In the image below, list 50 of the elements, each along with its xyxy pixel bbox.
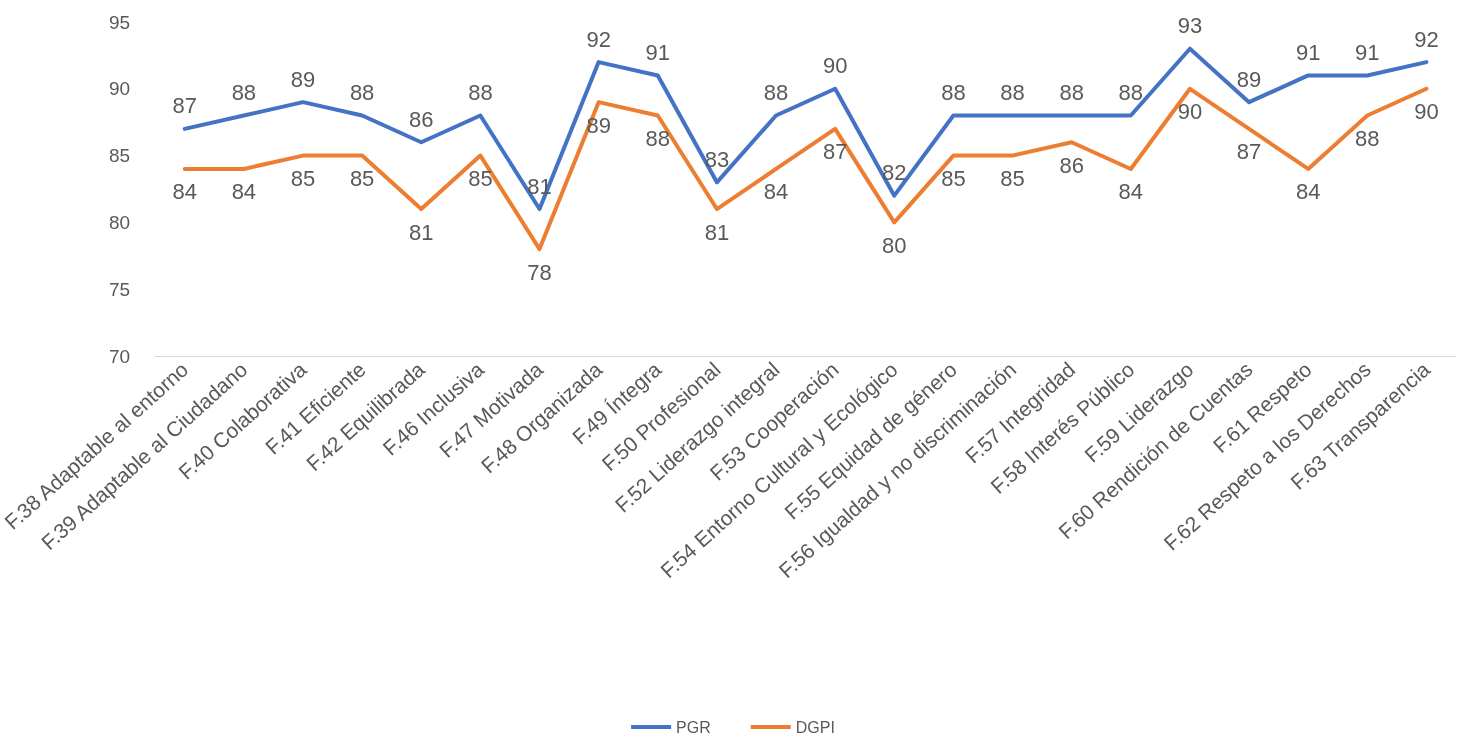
data-label: 84: [172, 179, 197, 205]
data-label: 87: [1236, 139, 1262, 165]
y-tick-label: 90: [109, 78, 131, 100]
data-label: 91: [1295, 39, 1321, 65]
data-label: 85: [468, 166, 493, 192]
data-label: 85: [290, 166, 316, 192]
data-label: 87: [822, 139, 848, 165]
data-label: 87: [172, 93, 197, 119]
y-tick-label: 80: [109, 211, 131, 233]
data-label: 83: [704, 146, 730, 172]
legend-label: DGPI: [795, 718, 835, 736]
data-label: 90: [822, 53, 848, 79]
data-label: 84: [763, 179, 789, 205]
data-label: 84: [1118, 179, 1144, 205]
data-label: 88: [941, 80, 966, 106]
data-label: 88: [1355, 126, 1380, 152]
data-label: 84: [1295, 179, 1321, 205]
data-label: 88: [763, 80, 789, 106]
data-label: 90: [1177, 99, 1203, 125]
data-label: 88: [645, 126, 671, 152]
y-tick-label: 95: [109, 11, 131, 33]
data-label: 89: [290, 66, 316, 92]
y-tick-label: 75: [109, 278, 131, 300]
data-label: 85: [1000, 166, 1025, 192]
data-label: 85: [941, 166, 966, 192]
data-label: 85: [349, 166, 375, 192]
data-label: 91: [645, 39, 671, 65]
y-tick-label: 70: [109, 345, 131, 367]
data-label: 88: [231, 80, 257, 106]
data-label: 88: [468, 80, 493, 106]
data-label: 84: [231, 179, 257, 205]
data-label: 88: [1000, 80, 1025, 106]
data-label: 93: [1177, 13, 1203, 39]
data-label: 88: [1059, 80, 1084, 106]
data-label: 88: [1118, 80, 1144, 106]
data-label: 80: [882, 232, 907, 258]
data-label: 86: [1059, 152, 1084, 178]
data-label: 81: [704, 219, 730, 245]
data-label: 81: [409, 219, 434, 245]
data-label: 82: [882, 160, 907, 186]
legend-label: PGR: [676, 718, 711, 736]
data-label: 91: [1355, 39, 1380, 65]
data-label: 92: [586, 26, 611, 52]
data-label: 88: [349, 80, 375, 106]
data-label: 92: [1414, 26, 1439, 52]
y-tick-label: 85: [109, 145, 131, 167]
data-label: 86: [409, 106, 434, 132]
data-label: 78: [527, 259, 552, 285]
data-label: 90: [1414, 99, 1439, 125]
data-label: 89: [1236, 66, 1262, 92]
